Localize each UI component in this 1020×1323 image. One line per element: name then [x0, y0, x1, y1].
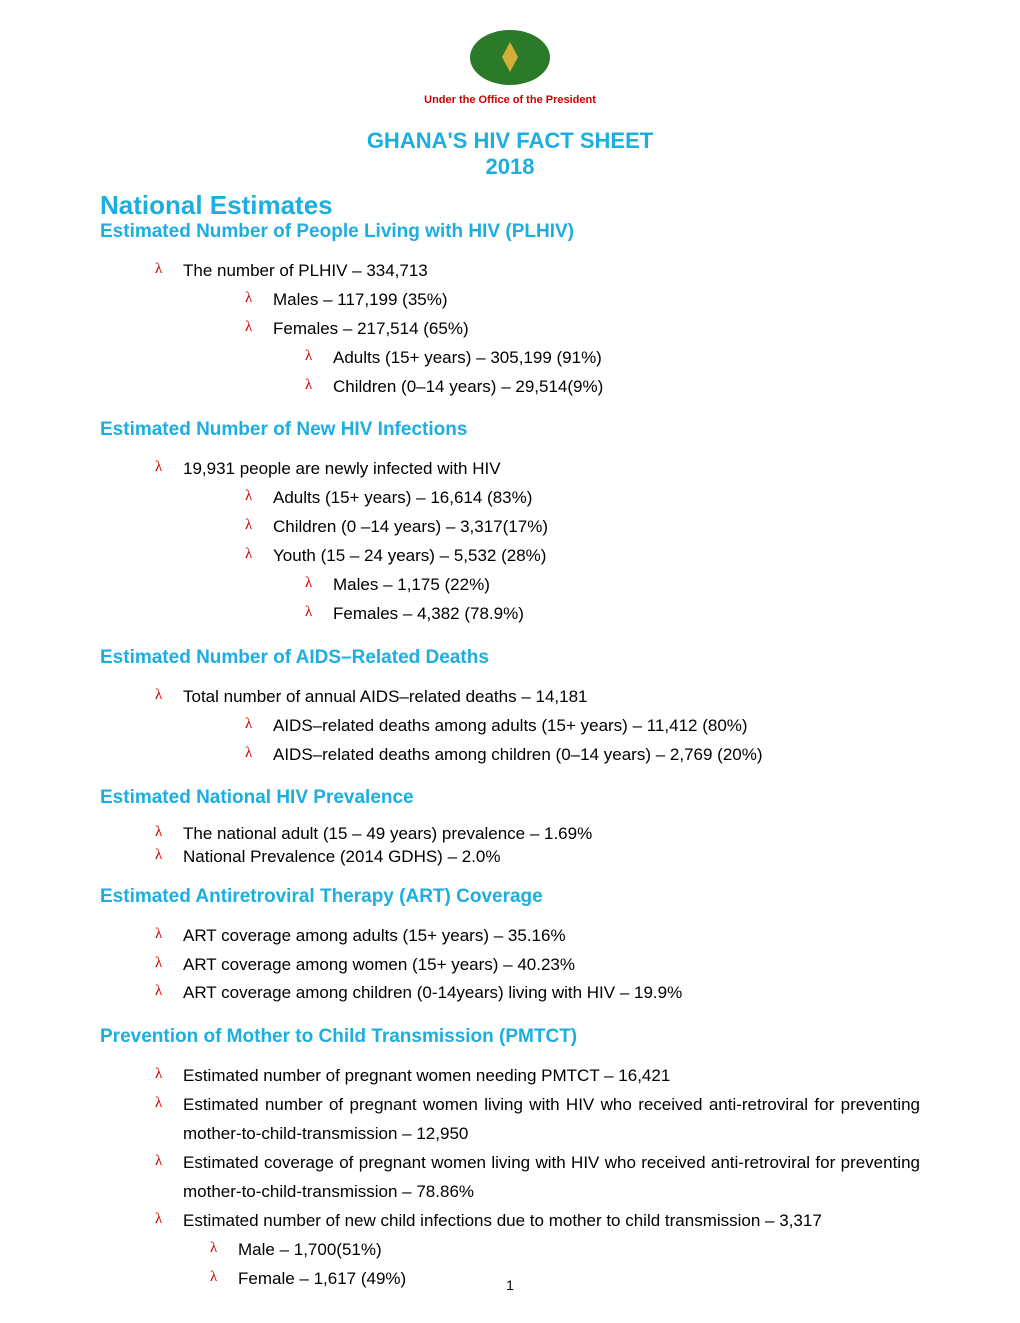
list-item: Male – 1,700(51%) — [210, 1236, 920, 1265]
list-item: Children (0 –14 years) – 3,317(17%) — [245, 513, 920, 542]
list-item: Total number of annual AIDS–related deat… — [155, 683, 920, 712]
list-item: Youth (15 – 24 years) – 5,532 (28%) — [245, 542, 920, 571]
list-pmtct: Estimated number of pregnant women needi… — [155, 1062, 920, 1293]
list-item: Females – 4,382 (78.9%) — [305, 600, 920, 629]
page-number: 1 — [0, 1277, 1020, 1293]
list-plhiv: The number of PLHIV – 334,713 Males – 11… — [155, 257, 920, 401]
document-page: Under the Office of the President GHANA'… — [0, 0, 1020, 1323]
list-prevalence: The national adult (15 – 49 years) preva… — [155, 823, 920, 867]
list-item: ART coverage among adults (15+ years) – … — [155, 922, 920, 951]
list-item: The national adult (15 – 49 years) preva… — [155, 823, 920, 845]
subsection-art: Estimated Antiretroviral Therapy (ART) C… — [100, 886, 920, 908]
list-item: Adults (15+ years) – 305,199 (91%) — [305, 344, 920, 373]
list-item: Estimated number of pregnant women livin… — [155, 1091, 920, 1149]
list-item: Males – 117,199 (35%) — [245, 286, 920, 315]
list-item: The number of PLHIV – 334,713 — [155, 257, 920, 286]
list-item: Children (0–14 years) – 29,514(9%) — [305, 373, 920, 402]
list-item: National Prevalence (2014 GDHS) – 2.0% — [155, 846, 920, 868]
document-title: GHANA'S HIV FACT SHEET — [100, 128, 920, 154]
list-item: Males – 1,175 (22%) — [305, 571, 920, 600]
coat-of-arms-logo — [470, 30, 550, 85]
list-item: Estimated number of pregnant women needi… — [155, 1062, 920, 1091]
list-item: 19,931 people are newly infected with HI… — [155, 455, 920, 484]
list-item: Estimated coverage of pregnant women liv… — [155, 1149, 920, 1207]
subsection-new-infections: Estimated Number of New HIV Infections — [100, 419, 920, 441]
section-national-estimates: National Estimates — [100, 190, 920, 221]
list-item: Estimated number of new child infections… — [155, 1207, 920, 1236]
list-item: ART coverage among women (15+ years) – 4… — [155, 951, 920, 980]
list-aids-deaths: Total number of annual AIDS–related deat… — [155, 683, 920, 770]
logo-container: Under the Office of the President — [100, 30, 920, 106]
subsection-pmtct: Prevention of Mother to Child Transmissi… — [100, 1026, 920, 1048]
subsection-prevalence: Estimated National HIV Prevalence — [100, 787, 920, 809]
list-item: AIDS–related deaths among adults (15+ ye… — [245, 712, 920, 741]
list-item: Females – 217,514 (65%) — [245, 315, 920, 344]
list-item: Adults (15+ years) – 16,614 (83%) — [245, 484, 920, 513]
list-art: ART coverage among adults (15+ years) – … — [155, 922, 920, 1009]
subsection-plhiv: Estimated Number of People Living with H… — [100, 221, 920, 243]
subsection-aids-deaths: Estimated Number of AIDS–Related Deaths — [100, 647, 920, 669]
list-new-infections: 19,931 people are newly infected with HI… — [155, 455, 920, 628]
list-item: ART coverage among children (0-14years) … — [155, 979, 920, 1008]
list-item: AIDS–related deaths among children (0–14… — [245, 741, 920, 770]
document-year: 2018 — [100, 154, 920, 180]
tagline: Under the Office of the President — [100, 94, 920, 106]
